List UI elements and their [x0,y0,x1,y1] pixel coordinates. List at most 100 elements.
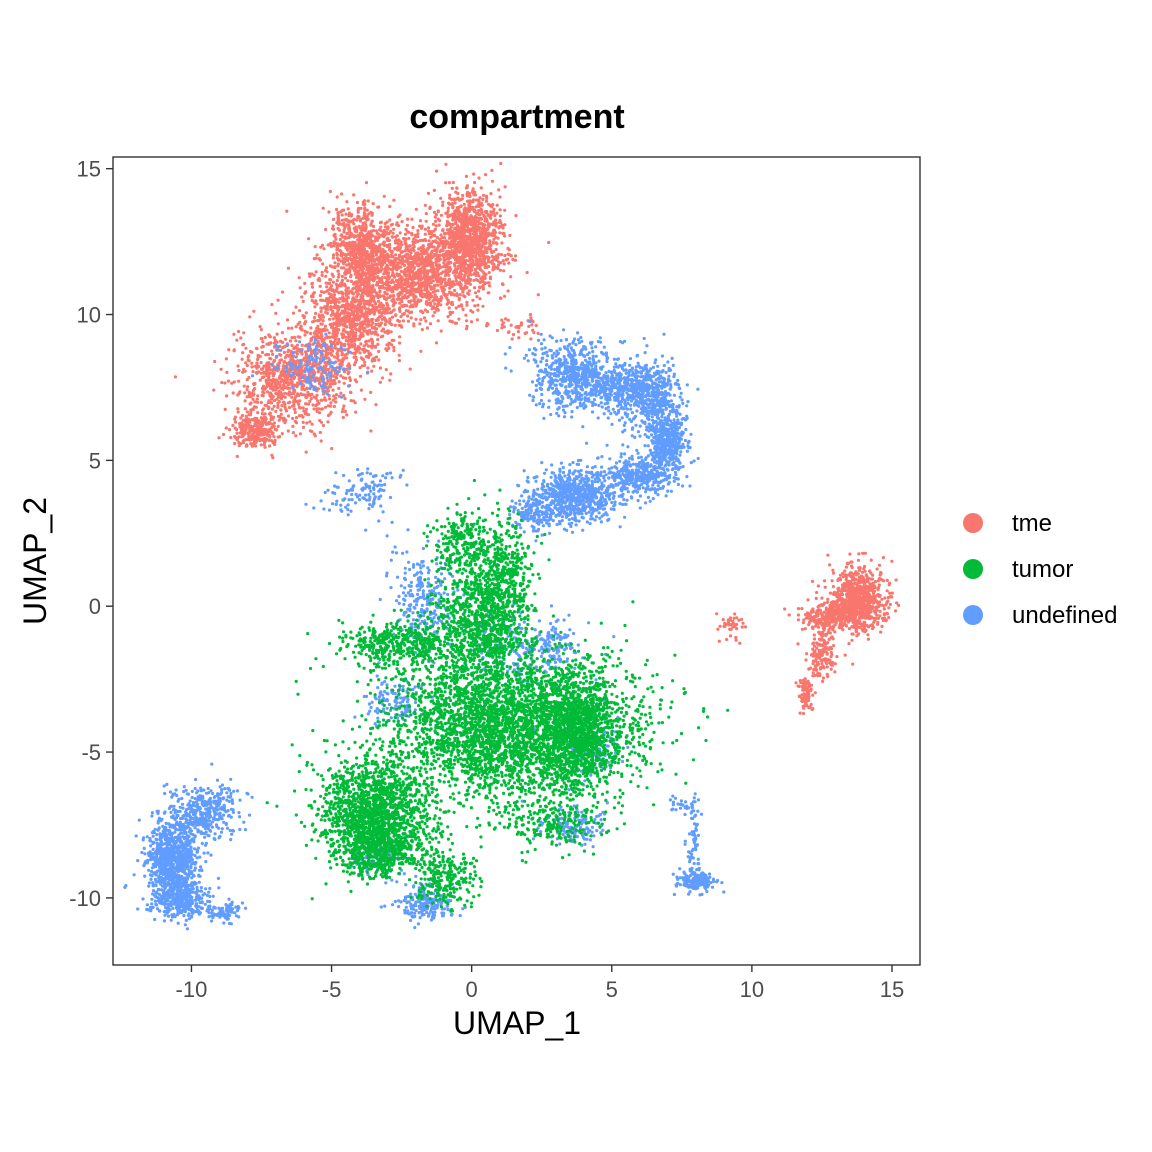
data-point [330,447,333,450]
data-point [436,245,439,248]
data-point [341,336,344,339]
data-point [343,344,346,347]
data-point [375,355,378,358]
data-point [402,319,405,322]
data-point [354,331,357,334]
data-point [493,267,496,270]
data-point [232,391,235,394]
data-point [426,259,429,262]
data-point [373,271,376,274]
data-point [508,234,511,237]
data-point [376,257,379,260]
data-point [363,281,366,284]
data-point [313,301,316,304]
data-point [454,276,457,279]
data-point [459,205,462,208]
data-point [426,310,429,313]
data-point [386,245,389,248]
data-point [351,318,354,321]
data-point [360,389,363,392]
data-point [406,314,409,317]
data-point [267,407,270,410]
data-point [476,228,479,231]
data-point [414,318,417,321]
data-point [334,339,337,342]
data-point [347,244,350,247]
data-point [225,394,228,397]
data-point [320,290,323,293]
data-point [526,271,529,274]
data-point [324,350,327,353]
data-point [484,210,487,213]
data-point [437,209,440,212]
data-point [450,198,453,201]
data-point [359,287,362,290]
data-point [358,329,361,332]
data-point [351,219,354,222]
data-point [292,312,295,315]
data-point [287,414,290,417]
data-point [262,394,265,397]
data-point [419,299,422,302]
data-point [377,358,380,361]
data-point [244,361,247,364]
data-point [364,242,367,245]
data-point [360,293,363,296]
data-point [371,214,374,217]
data-point [356,281,359,284]
data-point [395,268,398,271]
data-point [418,322,421,325]
data-point [398,320,401,323]
data-point [337,227,340,230]
data-point [359,266,362,269]
data-point [481,254,484,257]
data-point [321,271,324,274]
data-point [477,243,480,246]
data-point [351,328,354,331]
data-point [486,248,489,251]
data-point [320,399,323,402]
data-point [445,262,448,265]
data-point [381,318,384,321]
data-point [502,269,505,272]
data-point [456,294,459,297]
data-point [406,274,409,277]
data-point [447,300,450,303]
data-point [398,254,401,257]
data-point [242,419,245,422]
data-point [299,327,302,330]
data-point [432,314,435,317]
data-point [459,219,462,222]
data-point [391,251,394,254]
data-point [342,329,345,332]
data-point [247,359,250,362]
data-point [271,380,274,383]
data-point [250,365,253,368]
data-point [313,316,316,319]
data-point [324,269,327,272]
data-point [357,304,360,307]
data-point [345,413,348,416]
data-point [311,423,314,426]
data-point [454,217,457,220]
data-point [257,365,260,368]
data-point [315,257,318,260]
data-point [441,289,444,292]
data-point [252,394,255,397]
data-point [334,397,337,400]
data-point [332,306,335,309]
data-point [340,234,343,237]
data-point [225,426,228,429]
data-point [324,406,327,409]
data-point [343,382,346,385]
data-point [342,404,345,407]
data-point [220,381,223,384]
data-point [236,455,239,458]
chart-title: compartment [409,98,624,136]
data-point [335,283,338,286]
data-point [360,356,363,359]
data-point [245,423,248,426]
data-point [354,298,357,301]
data-point [363,211,366,214]
data-point [399,293,402,296]
